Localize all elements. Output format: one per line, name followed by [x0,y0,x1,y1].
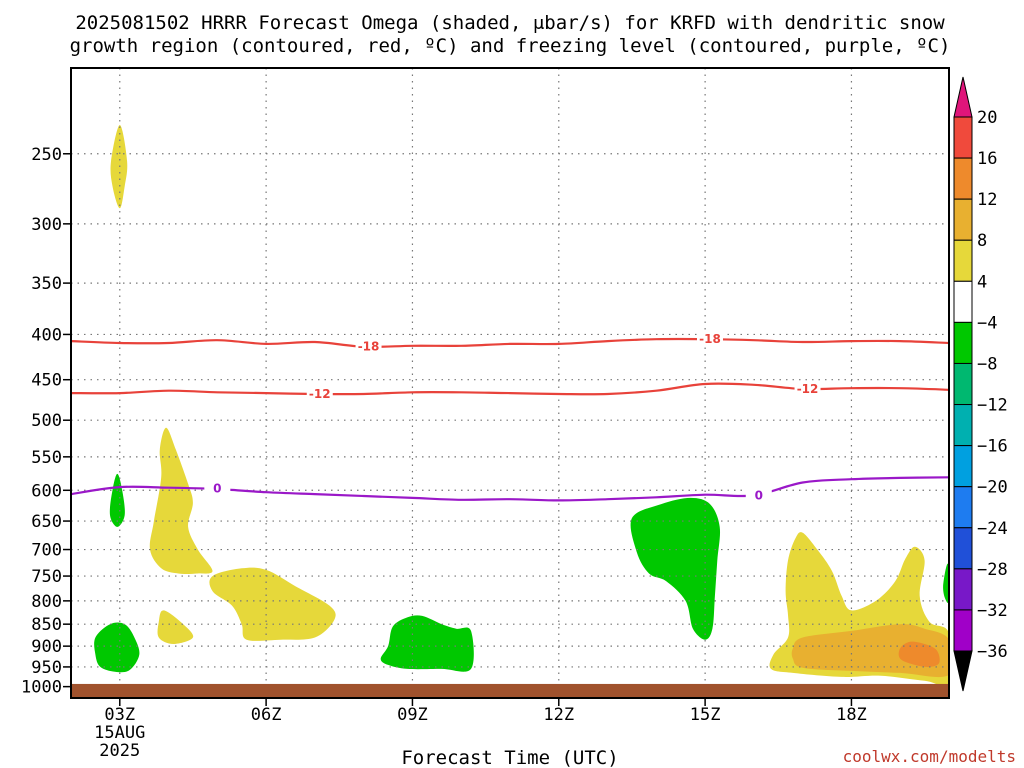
colorbar-top-arrow [953,76,973,118]
omega-region-mid-neg [630,497,721,640]
contour-label--12: -12 [309,387,331,401]
colorbar: 20 16 12 8 4 −4 −8 −12 −16 −20 −24 −28 −32 −36 [953,76,1008,692]
colorbar-band [953,321,973,364]
colorbar-band [953,609,973,652]
contour-label-bg [306,385,333,401]
colorbar-label: −20 [977,478,1008,498]
x-tick-label-06Z: 06Z [251,705,282,725]
omega-region-mid-pos-column [149,427,213,575]
contour-label-bg [794,380,821,396]
omega-region-mid-pos-lobe [209,567,336,641]
credit-text: coolwx.com/modelts [843,747,1016,766]
y-tick-label-600: 600 [31,481,62,501]
x-tick-label-09Z: 09Z [397,705,428,725]
contour-line--18 [71,337,949,348]
colorbar-label: 16 [977,149,997,169]
x-tick-label-15Z: 15Z [690,705,721,725]
chart-title-line-1: 2025081502 HRRR Forecast Omega (shaded, … [75,12,945,34]
y-tick-label-650: 650 [31,512,62,532]
omega-shading [94,125,949,686]
colorbar-band [953,527,973,570]
y-tick-label-950: 950 [31,658,62,678]
omega-region-low-neg-mid [380,615,474,672]
grid-lines [71,68,949,698]
omega-region-small-pos [157,610,194,644]
x-tick-label-18Z: 18Z [836,705,867,725]
contour-label--18: -18 [358,340,380,354]
y-tick-label-300: 300 [31,215,62,235]
x-tick-label-03Z: 03Z [104,705,135,725]
y-tick-label-750: 750 [31,567,62,587]
colorbar-label: 4 [977,272,987,292]
contour-label-bg [745,487,772,503]
colorbar-band [953,280,973,323]
omega-region-right-pos-core [898,641,940,667]
colorbar-band [953,157,973,200]
contour-label-0: 0 [213,481,221,495]
omega-region-upper-pos [110,125,128,209]
y-tick-label-800: 800 [31,592,62,612]
colorbar-band [953,486,973,529]
omega-region-low-neg-left [94,622,140,673]
y-tick-label-1000: 1000 [21,678,62,698]
contour-label--18: -18 [699,332,721,346]
colorbar-label: −12 [977,396,1008,416]
omega-region-right-neg [943,563,949,603]
colorbar-band [953,568,973,611]
x-axis-label: Forecast Time (UTC) [401,747,618,768]
colorbar-band [953,239,973,282]
y-tick-label-250: 250 [31,145,62,165]
colorbar-band [953,116,973,159]
plot-frame [70,67,950,699]
contour-label-bg [355,338,382,354]
y-tick-label-350: 350 [31,274,62,294]
colorbar-label: −24 [977,519,1008,539]
ground-layer [71,683,949,698]
ground-fill [71,683,949,698]
contour-label--12: -12 [797,382,819,396]
pressure-axis: 2503003504004505005506006507007508008509… [21,145,71,698]
y-tick-label-550: 550 [31,448,62,468]
colorbar-label: −8 [977,354,997,374]
chart-title-line-2: growth region (contoured, red, ºC) and f… [70,35,951,57]
contour-label-0: 0 [755,488,763,502]
colorbar-label: −32 [977,601,1008,621]
colorbar-label: −4 [977,313,997,333]
colorbar-band [953,404,973,447]
colorbar-label: −28 [977,560,1008,580]
x-tick-year: 2025 [99,741,140,761]
y-tick-label-700: 700 [31,541,62,561]
x-tick-date: 15AUG [94,723,145,743]
colorbar-band [953,198,973,241]
y-tick-label-900: 900 [31,637,62,657]
colorbar-bottom-arrow [953,650,973,692]
y-tick-label-500: 500 [31,411,62,431]
contour-lines: -18 -18 -12 -12 0 0 [71,331,949,503]
colorbar-band [953,362,973,406]
omega-region-right-pos-inner [791,624,949,678]
contour-label-bg [204,480,231,496]
y-tick-label-400: 400 [31,325,62,345]
colorbar-label: 12 [977,190,997,210]
colorbar-label: −16 [977,437,1008,457]
colorbar-label: −36 [977,642,1008,662]
colorbar-label: 8 [977,231,987,251]
y-tick-label-450: 450 [31,371,62,391]
contour-label-bg [696,331,723,347]
colorbar-band [953,445,973,488]
x-tick-label-12Z: 12Z [543,705,574,725]
colorbar-label: 20 [977,108,997,128]
y-tick-label-850: 850 [31,615,62,635]
